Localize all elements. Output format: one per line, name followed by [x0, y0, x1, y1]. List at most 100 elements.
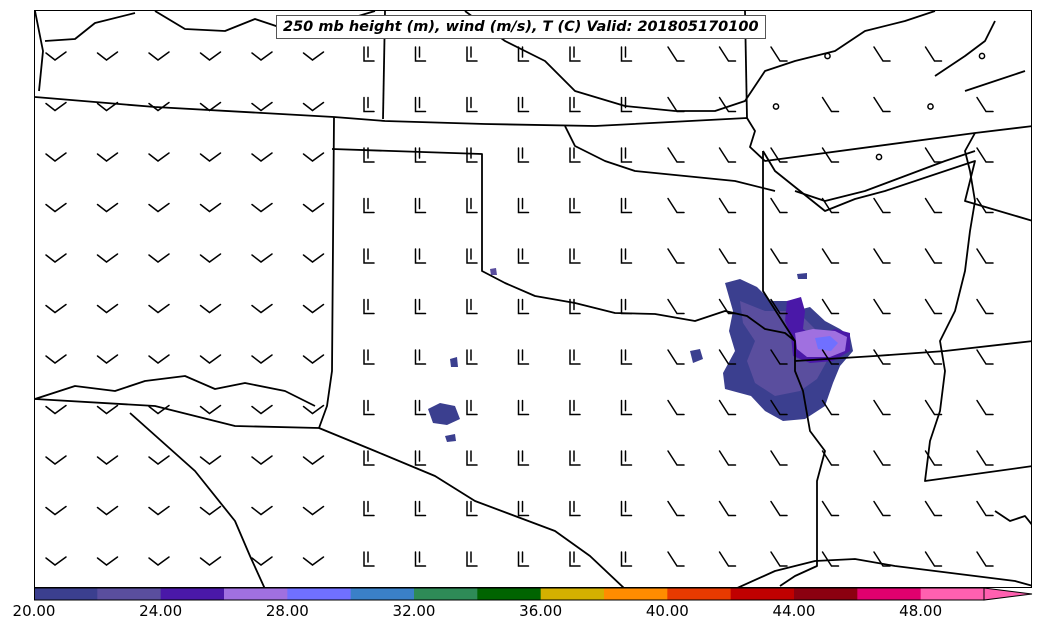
wind-barb — [45, 253, 67, 263]
wind-barb — [251, 303, 273, 314]
wind-barb — [821, 147, 840, 163]
colorbar-tick-label: 28.00 — [265, 602, 309, 620]
wind-barb — [45, 505, 67, 516]
colorbar-tick-label: 44.00 — [772, 602, 816, 620]
wind-barb — [873, 450, 891, 466]
wind-barb — [96, 455, 119, 465]
wind-barb — [976, 248, 994, 264]
wind-barb — [620, 450, 633, 466]
contour-blob-small-4 — [450, 357, 458, 367]
wind-barb — [148, 455, 170, 465]
wind-barb — [96, 303, 119, 314]
wind-barb — [199, 101, 222, 112]
wind-barb — [363, 399, 375, 416]
contour-blob-small-3 — [490, 268, 497, 275]
wind-barb — [718, 298, 737, 315]
wind-barb — [302, 354, 325, 364]
wind-barb — [924, 147, 943, 163]
wind-barb — [251, 556, 273, 566]
wind-barb — [620, 551, 633, 567]
wind-barb — [718, 551, 737, 567]
wind-barb — [466, 500, 478, 517]
colorbar-segment — [34, 588, 98, 600]
wind-barb — [363, 248, 375, 264]
wind-barb — [251, 101, 273, 112]
wind-barb — [924, 248, 943, 264]
wind-barb — [620, 197, 633, 214]
wind-barb — [821, 298, 840, 315]
wind-barb — [569, 248, 581, 264]
wind-barb — [821, 248, 840, 264]
wind-barb — [824, 52, 831, 60]
wind-barb — [45, 303, 67, 314]
wind-barb — [199, 455, 222, 465]
wind-barb — [414, 298, 427, 315]
wind-barb — [251, 455, 273, 465]
contour-blob-small-1 — [690, 349, 703, 363]
wind-barb — [667, 197, 685, 214]
wind-barb — [873, 399, 891, 416]
wind-barb — [517, 399, 530, 416]
wind-barb — [517, 248, 530, 264]
wind-barb — [45, 404, 67, 415]
wind-barb — [569, 500, 581, 517]
wind-barb — [620, 399, 633, 416]
wind-barb — [667, 399, 685, 416]
colorbar-extend-arrow — [983, 587, 1033, 601]
wind-barb — [466, 96, 478, 113]
colorbar-segment — [224, 588, 288, 600]
wind-barb — [770, 500, 788, 517]
colorbar-tick-label: 24.00 — [139, 602, 183, 620]
wind-barb — [466, 248, 478, 264]
wind-barb — [873, 551, 891, 567]
wind-barb — [251, 152, 273, 162]
wind-barb — [466, 46, 478, 62]
colorbar-segment — [477, 588, 542, 600]
wind-barb — [96, 152, 119, 162]
wind-barb — [667, 147, 685, 163]
wind-barb — [199, 51, 222, 61]
wind-barb — [667, 46, 685, 62]
wind-barb — [924, 500, 943, 517]
wind-barb — [45, 354, 67, 364]
wind-barb — [517, 197, 530, 214]
wind-barb — [718, 248, 737, 264]
wind-barb — [620, 46, 633, 62]
colorbar-segment — [160, 588, 225, 600]
contour-core-28 — [815, 336, 838, 351]
wind-barb — [199, 505, 222, 516]
wind-barb — [363, 96, 375, 113]
wind-barb — [770, 147, 788, 163]
wind-barb — [976, 349, 994, 365]
wind-barb — [924, 551, 943, 567]
wind-barb — [363, 298, 375, 315]
wind-barb — [873, 46, 891, 62]
wind-barb — [620, 96, 633, 113]
state-borders — [35, 11, 1031, 587]
colorbar-segment — [604, 588, 668, 600]
wind-barb — [148, 556, 170, 566]
wind-barbs — [45, 46, 994, 567]
wind-barb — [414, 399, 427, 416]
wind-barb — [569, 96, 581, 113]
wind-barb — [620, 147, 633, 163]
wind-barb — [96, 556, 119, 566]
wind-barb — [924, 46, 943, 62]
map-panel — [34, 10, 1032, 588]
wind-barb — [620, 248, 633, 264]
wind-barb — [302, 455, 325, 465]
wind-barb — [770, 248, 788, 264]
colorbar-segment — [97, 588, 162, 600]
wind-barb — [924, 197, 943, 214]
wind-barb — [718, 349, 737, 365]
wind-barb — [96, 505, 119, 516]
wind-barb — [976, 96, 994, 113]
wind-barb — [718, 96, 737, 113]
wind-barb — [251, 253, 273, 263]
wind-barb — [718, 500, 737, 517]
wind-barb — [569, 147, 581, 163]
wind-barb — [96, 101, 119, 112]
wind-barb — [569, 197, 581, 214]
wind-barb — [199, 556, 222, 566]
wind-barb — [569, 298, 581, 315]
